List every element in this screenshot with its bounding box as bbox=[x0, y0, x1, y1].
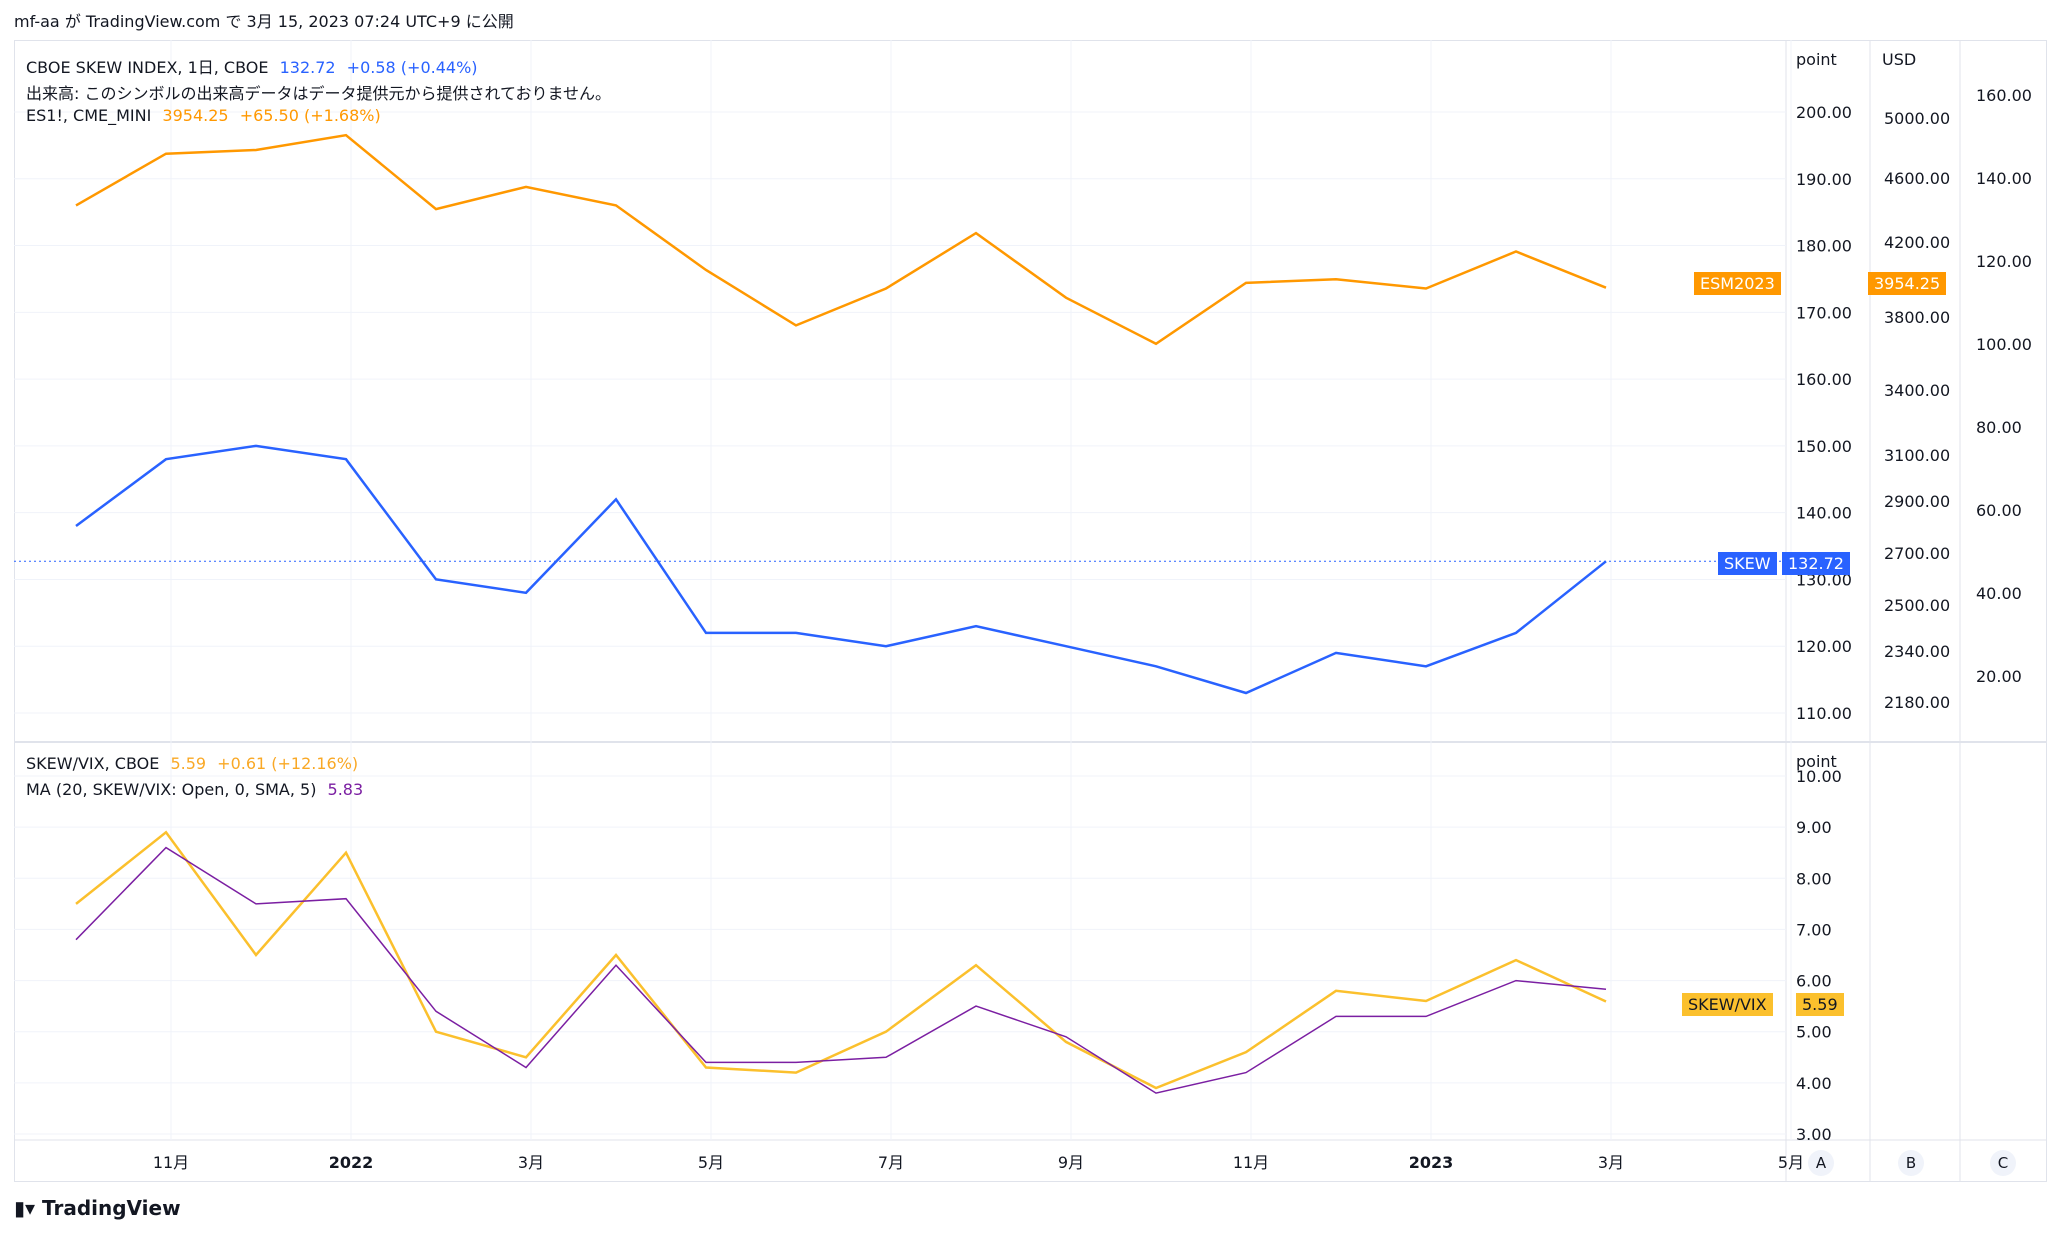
y-tick-label-point: 190.00 bbox=[1796, 170, 1852, 189]
y-tick-label-bottom: 5.00 bbox=[1796, 1023, 1832, 1042]
publish-caption: mf-aa が TradingView.com で 3月 15, 2023 07… bbox=[14, 12, 514, 31]
y-tick-label-point: 150.00 bbox=[1796, 437, 1852, 456]
y-tick-label-c: 100.00 bbox=[1976, 335, 2032, 354]
legend-volume-text: 出来高: このシンボルの出来高データはデータ提供元から提供されておりません。 bbox=[26, 84, 612, 103]
ma-series-line bbox=[75, 846, 1607, 1094]
ratio-series-line bbox=[75, 830, 1607, 1090]
legend-ratio-value: 5.59 bbox=[170, 754, 207, 773]
legend-volume-notice: 出来高: このシンボルの出来高データはデータ提供元から提供されておりません。 bbox=[26, 80, 617, 104]
y-tick-label-usd: 3400.00 bbox=[1884, 381, 1950, 400]
legend-ratio-change: +0.61 (+12.16%) bbox=[217, 754, 359, 773]
x-tick-label: 5月 bbox=[698, 1153, 724, 1172]
es-series-line bbox=[75, 133, 1607, 346]
tag-skew-label: SKEW bbox=[1718, 552, 1777, 575]
axis-unit-usd: USD bbox=[1882, 50, 1917, 69]
y-tick-label-usd: 2900.00 bbox=[1884, 492, 1950, 511]
brand-name: TradingView bbox=[42, 1196, 181, 1220]
y-tick-label-usd: 3800.00 bbox=[1884, 308, 1950, 327]
x-tick-label: 11月 bbox=[153, 1153, 189, 1172]
legend-es-change: +65.50 (+1.68%) bbox=[239, 106, 381, 125]
tag-ratio-value: 5.59 bbox=[1796, 993, 1844, 1016]
legend-es-value: 3954.25 bbox=[162, 106, 229, 125]
tradingview-brand[interactable]: ▮▾ TradingView bbox=[14, 1196, 181, 1220]
legend-skew-symbol: CBOE SKEW INDEX, 1日, CBOE bbox=[26, 58, 269, 77]
scale-button-a[interactable]: A bbox=[1808, 1150, 1834, 1176]
x-tick-label: 2023 bbox=[1409, 1153, 1454, 1172]
tag-ratio-label: SKEW/VIX bbox=[1682, 993, 1773, 1016]
legend-skew[interactable]: CBOE SKEW INDEX, 1日, CBOE 132.72 +0.58 (… bbox=[26, 54, 484, 78]
y-tick-label-usd: 2180.00 bbox=[1884, 693, 1950, 712]
x-tick-label: 5月 bbox=[1778, 1153, 1804, 1172]
y-tick-label-usd: 5000.00 bbox=[1884, 109, 1950, 128]
y-tick-label-bottom: 8.00 bbox=[1796, 869, 1832, 888]
y-tick-label-usd: 2500.00 bbox=[1884, 596, 1950, 615]
skew-series-line bbox=[75, 444, 1607, 695]
y-tick-label-c: 20.00 bbox=[1976, 667, 2022, 686]
scale-button-b[interactable]: B bbox=[1898, 1150, 1924, 1176]
y-tick-label-point: 110.00 bbox=[1796, 704, 1852, 723]
tag-es-value: 3954.25 bbox=[1868, 272, 1947, 295]
y-tick-label-point: 120.00 bbox=[1796, 637, 1852, 656]
y-tick-label-point: 160.00 bbox=[1796, 370, 1852, 389]
x-tick-label: 3月 bbox=[518, 1153, 544, 1172]
y-tick-label-usd: 2700.00 bbox=[1884, 544, 1950, 563]
x-tick-label: 11月 bbox=[1233, 1153, 1269, 1172]
y-tick-label-c: 60.00 bbox=[1976, 501, 2022, 520]
y-tick-label-bottom: 4.00 bbox=[1796, 1074, 1832, 1093]
legend-ma[interactable]: MA (20, SKEW/VIX: Open, 0, SMA, 5) 5.83 bbox=[26, 780, 369, 799]
y-tick-label-usd: 4600.00 bbox=[1884, 169, 1950, 188]
y-tick-label-point: 130.00 bbox=[1796, 570, 1852, 589]
y-tick-label-bottom: 6.00 bbox=[1796, 972, 1832, 991]
chart-frame bbox=[14, 40, 2047, 1182]
y-tick-label-usd: 2340.00 bbox=[1884, 642, 1950, 661]
y-tick-label-c: 40.00 bbox=[1976, 584, 2022, 603]
y-tick-label-c: 80.00 bbox=[1976, 418, 2022, 437]
legend-es[interactable]: ES1!, CME_MINI 3954.25 +65.50 (+1.68%) bbox=[26, 106, 387, 125]
tag-es-label: ESM2023 bbox=[1694, 272, 1781, 295]
axis-unit-point-bottom: point bbox=[1796, 752, 1837, 771]
y-tick-label-bottom: 7.00 bbox=[1796, 920, 1832, 939]
x-tick-label: 7月 bbox=[878, 1153, 904, 1172]
legend-es-symbol: ES1!, CME_MINI bbox=[26, 106, 152, 125]
y-tick-label-c: 140.00 bbox=[1976, 169, 2032, 188]
legend-ma-symbol: MA (20, SKEW/VIX: Open, 0, SMA, 5) bbox=[26, 780, 317, 799]
y-tick-label-c: 120.00 bbox=[1976, 252, 2032, 271]
x-tick-label: 9月 bbox=[1058, 1153, 1084, 1172]
y-tick-label-usd: 4200.00 bbox=[1884, 233, 1950, 252]
y-tick-label-bottom: 9.00 bbox=[1796, 818, 1832, 837]
y-tick-label-c: 160.00 bbox=[1976, 86, 2032, 105]
x-tick-label: 2022 bbox=[329, 1153, 374, 1172]
legend-skew-change: +0.58 (+0.44%) bbox=[346, 58, 478, 77]
tag-skew-value: 132.72 bbox=[1782, 552, 1850, 575]
y-tick-label-bottom: 10.00 bbox=[1796, 767, 1842, 786]
tradingview-logo-icon: ▮▾ bbox=[14, 1196, 36, 1220]
legend-ratio[interactable]: SKEW/VIX, CBOE 5.59 +0.61 (+12.16%) bbox=[26, 754, 364, 773]
y-tick-label-point: 140.00 bbox=[1796, 504, 1852, 523]
y-tick-label-usd: 3100.00 bbox=[1884, 446, 1950, 465]
legend-ma-value: 5.83 bbox=[327, 780, 364, 799]
axis-unit-point-top: point bbox=[1796, 50, 1837, 69]
y-tick-label-point: 180.00 bbox=[1796, 237, 1852, 256]
scale-button-c[interactable]: C bbox=[1990, 1150, 2016, 1176]
y-tick-label-point: 170.00 bbox=[1796, 303, 1852, 322]
y-tick-label-point: 200.00 bbox=[1796, 103, 1852, 122]
legend-ratio-symbol: SKEW/VIX, CBOE bbox=[26, 754, 160, 773]
y-tick-label-bottom: 3.00 bbox=[1796, 1125, 1832, 1144]
legend-skew-value: 132.72 bbox=[279, 58, 336, 77]
x-tick-label: 3月 bbox=[1598, 1153, 1624, 1172]
